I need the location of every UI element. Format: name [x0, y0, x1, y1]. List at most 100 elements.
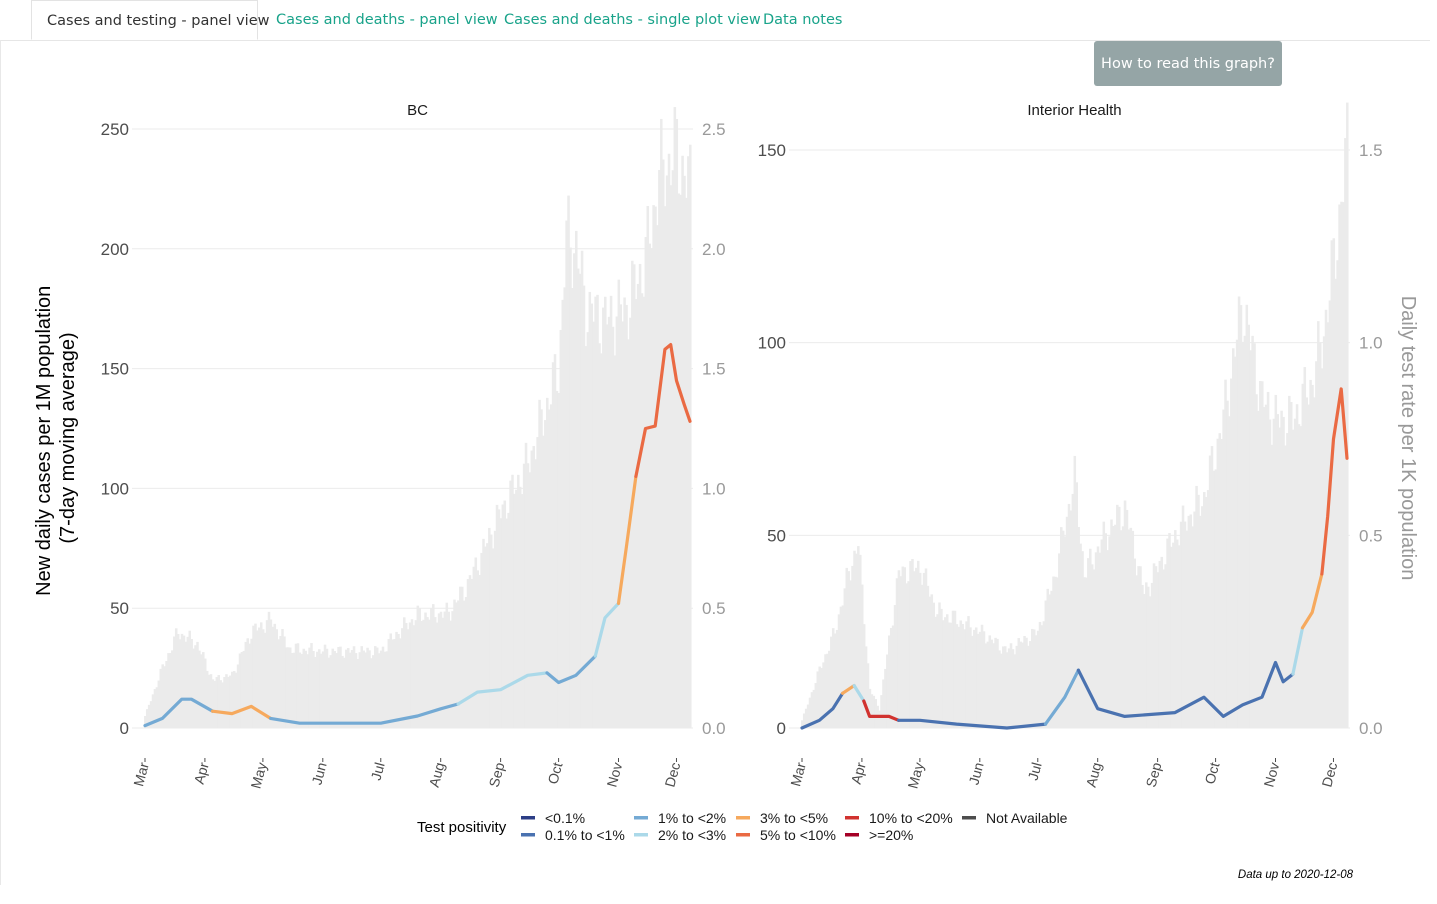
test-rate-bar — [462, 600, 466, 728]
y-tick-label: 250 — [101, 120, 129, 139]
test-rate-bar — [878, 710, 881, 728]
test-rate-bar — [422, 619, 425, 728]
test-rate-bar — [864, 646, 868, 728]
test-rate-bar — [613, 355, 617, 728]
test-rate-bar — [669, 185, 673, 728]
test-rate-bar — [1083, 577, 1086, 728]
test-rate-bar — [1170, 546, 1173, 728]
test-rate-bar — [830, 636, 833, 728]
test-rate-bar — [298, 652, 302, 728]
test-rate-bar — [370, 658, 373, 728]
case-line-segment — [852, 683, 866, 703]
test-rate-bar — [393, 639, 396, 728]
test-rate-bar — [609, 295, 613, 728]
test-rate-bar — [1232, 348, 1235, 728]
test-rate-bar — [314, 656, 317, 728]
x-tick-label: Nov — [603, 761, 625, 789]
test-rate-bar — [155, 687, 159, 728]
test-rate-bar — [420, 620, 423, 728]
test-rate-bar — [171, 650, 174, 728]
test-rate-bar — [1104, 533, 1107, 728]
test-rate-bar — [1193, 511, 1196, 728]
test-rate-bar — [1019, 641, 1022, 728]
x-tick-label: Oct — [1201, 761, 1222, 786]
test-rate-bar — [1094, 552, 1098, 728]
tab-data-notes[interactable]: Data notes — [763, 12, 843, 28]
test-rate-bar — [549, 404, 553, 728]
test-rate-bar — [1289, 401, 1293, 728]
test-rate-bar — [312, 651, 315, 728]
test-rate-bar — [507, 512, 510, 728]
test-rate-bar — [517, 474, 520, 728]
tab-cases-deaths-panel[interactable]: Cases and deaths - panel view — [276, 12, 498, 28]
test-rate-bar — [431, 604, 435, 728]
tab-cases-deaths-single[interactable]: Cases and deaths - single plot view — [504, 12, 761, 28]
test-rate-bar — [640, 293, 644, 728]
test-rate-bar — [246, 638, 249, 728]
how-to-read-button[interactable]: How to read this graph? — [1094, 41, 1282, 86]
test-rate-bar — [319, 653, 323, 728]
test-rate-bar — [428, 619, 431, 728]
test-rate-bar — [1164, 564, 1167, 728]
test-rate-bar — [346, 648, 350, 728]
y-tick-label: 150 — [101, 360, 129, 379]
test-rate-bar — [907, 581, 910, 728]
test-rate-bar — [949, 622, 953, 728]
test-rate-bar — [1203, 492, 1206, 728]
test-rate-bar — [1005, 652, 1009, 728]
test-rate-bar — [969, 627, 972, 728]
legend-label: 5% to <10% — [760, 827, 836, 843]
test-rate-bar — [1247, 324, 1250, 728]
test-rate-bar — [1334, 278, 1337, 728]
test-rate-bar — [379, 650, 383, 728]
test-rate-bar — [149, 701, 153, 728]
test-rate-bar — [1206, 490, 1210, 728]
test-rate-bar — [352, 646, 356, 728]
test-rate-bar — [484, 546, 487, 728]
test-rate-bar — [915, 567, 918, 728]
test-rate-bar — [963, 629, 966, 728]
y2-tick-label: 0.5 — [1359, 526, 1383, 545]
test-rate-bar — [435, 622, 439, 728]
test-rate-bar — [391, 639, 394, 728]
test-rate-bar — [1027, 645, 1030, 728]
test-rate-bar — [217, 675, 221, 728]
x-tick-label: May — [904, 761, 926, 791]
test-rate-bar — [180, 633, 184, 728]
test-rate-bar — [445, 602, 449, 728]
test-rate-bar — [542, 435, 545, 728]
test-rate-bar — [555, 390, 559, 728]
test-rate-bar — [565, 220, 568, 728]
test-rate-bar — [437, 613, 441, 728]
test-rate-bar — [679, 194, 682, 729]
test-rate-bar — [1131, 530, 1135, 728]
tab-cases-testing-panel[interactable]: Cases and testing - panel view — [31, 0, 269, 40]
test-rate-bar — [486, 543, 489, 728]
test-rate-bar — [911, 559, 914, 728]
legend-swatch — [521, 833, 535, 837]
test-rate-bar — [1340, 201, 1343, 729]
test-rate-bar — [213, 680, 217, 728]
test-rate-bar — [1338, 204, 1341, 728]
test-rate-bar — [895, 578, 899, 728]
data-note: Data up to 2020-12-08 — [1238, 869, 1354, 881]
test-rate-bar — [1021, 642, 1024, 728]
test-rate-bar — [1243, 335, 1247, 728]
test-rate-bar — [642, 296, 646, 728]
test-rate-bar — [234, 672, 238, 728]
test-rate-bar — [389, 633, 393, 728]
test-rate-bar — [1278, 427, 1281, 728]
test-rate-bar — [1056, 577, 1059, 728]
x-tick-label: Apr — [191, 760, 212, 786]
test-rate-bar — [681, 155, 684, 729]
test-rate-bar — [296, 643, 300, 728]
test-rate-bar — [648, 243, 651, 729]
test-rate-bar — [1088, 548, 1092, 728]
test-rate-bar — [503, 500, 507, 728]
test-rate-bar — [930, 594, 934, 728]
legend-label: 3% to <5% — [760, 810, 828, 826]
test-rate-bar — [491, 548, 495, 728]
tab-bar: Cases and testing - panel view Cases and… — [0, 0, 1430, 41]
test-rate-bar — [532, 446, 536, 728]
case-line-segment — [545, 654, 597, 685]
